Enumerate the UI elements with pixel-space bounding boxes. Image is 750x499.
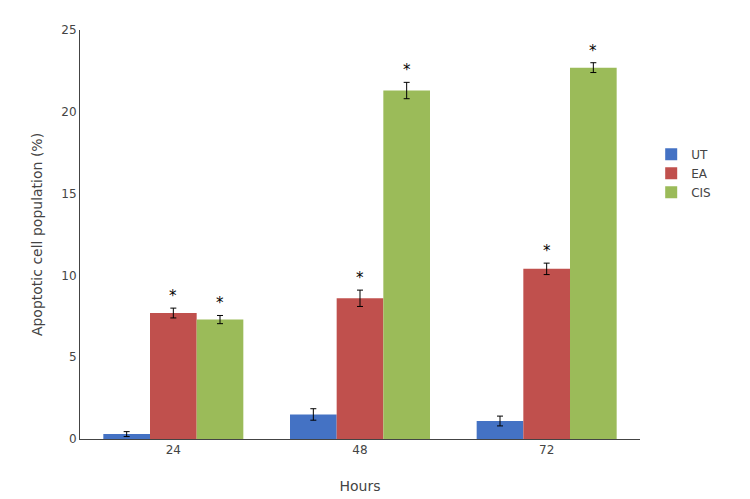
svg-text:10: 10 xyxy=(61,269,76,283)
svg-text:CIS: CIS xyxy=(691,186,711,200)
svg-text:15: 15 xyxy=(61,187,76,201)
svg-text:25: 25 xyxy=(61,23,76,37)
svg-text:UT: UT xyxy=(691,148,708,162)
svg-text:Hours: Hours xyxy=(339,478,380,494)
svg-text:Apoptotic cell population (%): Apoptotic cell population (%) xyxy=(29,133,45,336)
svg-text:*: * xyxy=(543,242,551,260)
svg-text:*: * xyxy=(216,294,224,312)
svg-text:*: * xyxy=(169,287,177,305)
svg-text:72: 72 xyxy=(539,443,554,457)
svg-text:0: 0 xyxy=(69,432,77,446)
svg-text:48: 48 xyxy=(352,443,367,457)
svg-text:EA: EA xyxy=(691,167,708,181)
svg-text:20: 20 xyxy=(61,105,76,119)
svg-text:*: * xyxy=(403,61,411,79)
svg-text:5: 5 xyxy=(69,350,77,364)
svg-text:*: * xyxy=(356,269,364,287)
svg-text:*: * xyxy=(589,42,597,60)
svg-text:24: 24 xyxy=(166,443,181,457)
